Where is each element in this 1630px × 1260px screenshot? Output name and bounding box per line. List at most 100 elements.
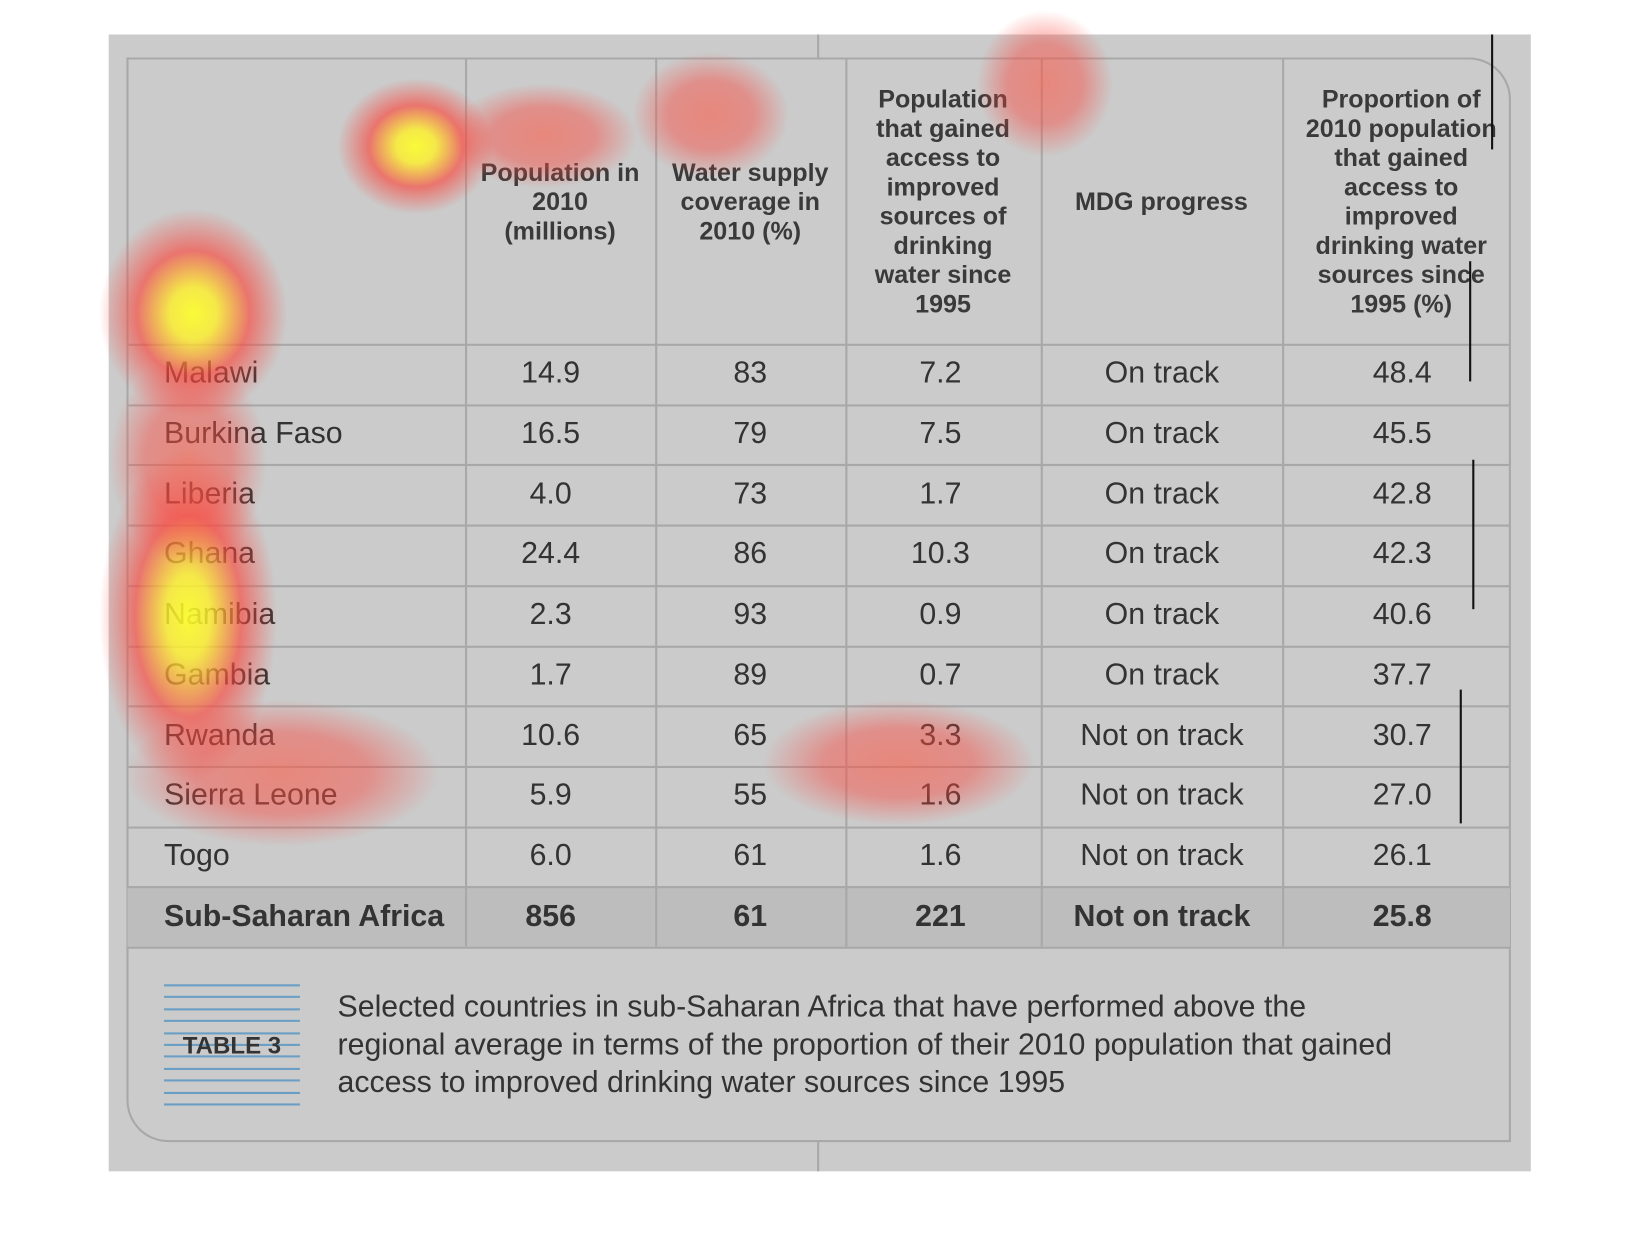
cell: 856 [525, 899, 576, 933]
icon-stripe [164, 1103, 300, 1106]
cell: 79 [733, 416, 768, 451]
cell: 93 [733, 597, 768, 632]
cell: 16.5 [521, 416, 581, 451]
row-label: Gambia [164, 658, 271, 692]
cell: 37.7 [1372, 658, 1432, 692]
column-line [464, 58, 468, 947]
row-label: Burkina Faso [164, 416, 343, 451]
cell: 61 [733, 838, 768, 873]
caption-text: Selected countries in sub-Saharan Africa… [337, 990, 1393, 1100]
cell: 65 [733, 718, 768, 752]
cell: 45.5 [1372, 416, 1432, 451]
cell: 1.7 [919, 477, 962, 511]
cell: 27.0 [1372, 778, 1432, 813]
icon-stripe [164, 996, 300, 999]
cell: On track [1104, 356, 1220, 391]
cell: On track [1104, 597, 1220, 632]
divider [817, 1142, 820, 1172]
cell: 5.9 [529, 778, 572, 813]
row-label: Sub-Saharan Africa [164, 899, 445, 933]
cell: 10.6 [521, 718, 581, 752]
icon-stripe [164, 1043, 300, 1046]
row-line [127, 584, 1510, 588]
panel [108, 34, 1531, 1172]
column-line [845, 58, 848, 947]
row-label: Liberia [164, 477, 256, 511]
row-line [127, 886, 1510, 889]
row-line [127, 464, 1510, 467]
cell: 25.8 [1372, 899, 1432, 933]
row-line [127, 826, 1510, 829]
cell: 86 [733, 537, 768, 571]
cell: 4.0 [529, 477, 572, 511]
total-row-bg [127, 886, 1510, 947]
column-header: MDG progress [1075, 188, 1248, 217]
cell: 6.0 [529, 838, 572, 873]
row-line [127, 946, 1510, 949]
cell: 0.9 [919, 597, 962, 632]
edge-mark [1459, 689, 1462, 824]
cell: 3.3 [919, 718, 962, 752]
cell: 89 [733, 658, 768, 692]
cell: 26.1 [1372, 838, 1432, 873]
cell: Not on track [1073, 899, 1251, 933]
column-line [1040, 58, 1043, 947]
cell: 1.6 [919, 778, 962, 813]
icon-stripe [164, 1031, 300, 1035]
cell: 42.3 [1372, 537, 1432, 571]
row-label: Namibia [164, 597, 276, 632]
cell: Not on track [1080, 718, 1244, 752]
cell: 73 [733, 477, 768, 511]
cell: 61 [733, 899, 768, 933]
column-line [655, 58, 658, 947]
row-label: Togo [164, 838, 230, 873]
divider [817, 34, 820, 58]
cell: 40.6 [1372, 597, 1432, 632]
cell: On track [1104, 477, 1220, 511]
cell: 42.8 [1372, 477, 1432, 511]
row-label: Sierra Leone [164, 778, 338, 813]
cell: 7.5 [919, 416, 962, 451]
icon-stripe [164, 1055, 300, 1058]
icon-stripe [164, 984, 300, 987]
cell: 83 [733, 356, 768, 391]
cell: 24.4 [521, 537, 581, 571]
edge-mark [1472, 459, 1475, 610]
cell: Not on track [1080, 778, 1244, 813]
cell: 0.7 [919, 658, 962, 692]
cell: 10.3 [910, 537, 970, 571]
cell: 14.9 [521, 356, 581, 391]
cell: On track [1104, 658, 1220, 692]
cell: 7.2 [919, 356, 962, 391]
caption-label: TABLE 3 [182, 1031, 282, 1059]
row-line [127, 404, 1510, 407]
column-header: Population that gained access to improve… [874, 85, 1012, 319]
icon-stripe [164, 1079, 300, 1082]
cell: 1.7 [529, 658, 572, 692]
column-line [1282, 58, 1285, 947]
cell: 55 [733, 778, 768, 813]
icon-stripe [164, 1020, 300, 1023]
edge-mark [1491, 34, 1494, 150]
cell: 2.3 [529, 597, 572, 632]
row-line [127, 524, 1510, 527]
row-line [127, 645, 1510, 648]
cell: 221 [915, 899, 966, 933]
cell: On track [1104, 537, 1220, 571]
cell: On track [1104, 416, 1220, 451]
icon-stripe [164, 1067, 300, 1070]
column-header: Proportion of 2010 population that gaine… [1305, 85, 1497, 319]
edge-mark [1469, 261, 1472, 382]
cell: 48.4 [1372, 356, 1432, 391]
row-line [127, 343, 1510, 346]
cell: Not on track [1080, 838, 1244, 873]
row-label: Rwanda [164, 718, 276, 752]
icon-stripe [164, 1008, 300, 1011]
column-header: Population in 2010 (millions) [480, 158, 640, 246]
row-label: Ghana [164, 537, 256, 571]
cell: 30.7 [1372, 718, 1432, 752]
column-header: Water supply coverage in 2010 (%) [671, 158, 829, 246]
row-label: Malawi [164, 356, 259, 391]
